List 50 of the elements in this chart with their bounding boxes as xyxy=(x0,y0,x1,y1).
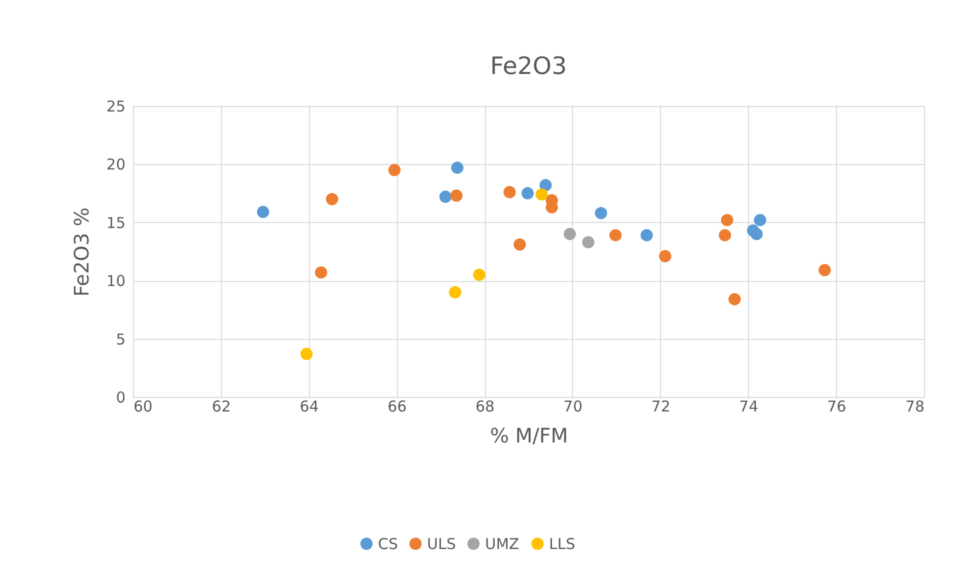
point xyxy=(503,186,516,198)
point xyxy=(388,164,401,176)
y-tick-label: 5 xyxy=(116,330,126,348)
point xyxy=(536,188,548,201)
legend-label: ULS xyxy=(427,534,456,553)
point xyxy=(256,206,270,218)
point xyxy=(659,250,672,262)
y-tick-label: 25 xyxy=(106,98,126,116)
point xyxy=(540,179,552,192)
point xyxy=(439,190,452,203)
point xyxy=(451,162,464,174)
x-axis-title: % M/FM xyxy=(490,424,568,448)
x-tick-label: 74 xyxy=(739,398,758,416)
point xyxy=(473,268,486,281)
point xyxy=(721,214,734,226)
point xyxy=(450,190,463,202)
y-axis-title: Fe2O3 % xyxy=(69,207,94,297)
point xyxy=(514,238,526,251)
point xyxy=(728,293,741,306)
legend-label: LLS xyxy=(549,534,576,553)
legend-label: UMZ xyxy=(485,534,520,553)
point xyxy=(448,286,462,298)
point xyxy=(818,264,831,276)
point xyxy=(564,228,576,240)
point xyxy=(582,236,594,248)
y-tick-label: 20 xyxy=(106,156,126,174)
x-tick-label: 62 xyxy=(212,398,231,416)
x-tick-label: 66 xyxy=(388,398,407,416)
point xyxy=(609,229,622,242)
point xyxy=(594,206,608,220)
point xyxy=(754,214,766,226)
x-tick-label: 68 xyxy=(476,398,495,416)
x-tick-label: 72 xyxy=(651,398,670,416)
legend-label: CS xyxy=(378,534,398,553)
chart-title: Fe2O3 xyxy=(490,52,567,80)
point xyxy=(750,228,763,240)
point xyxy=(718,229,732,242)
point xyxy=(521,187,534,200)
x-tick-label: 64 xyxy=(300,398,319,416)
y-tick-label: 15 xyxy=(106,214,126,232)
x-tick-label: 60 xyxy=(134,398,153,416)
point xyxy=(640,229,653,242)
point xyxy=(314,266,328,279)
y-tick-label: 10 xyxy=(106,272,126,290)
point xyxy=(326,193,338,206)
point xyxy=(300,348,313,360)
x-tick-label: 78 xyxy=(905,398,924,416)
y-tick-label: 0 xyxy=(116,388,126,406)
x-tick-label: 76 xyxy=(827,398,846,416)
x-tick-label: 70 xyxy=(563,398,582,416)
